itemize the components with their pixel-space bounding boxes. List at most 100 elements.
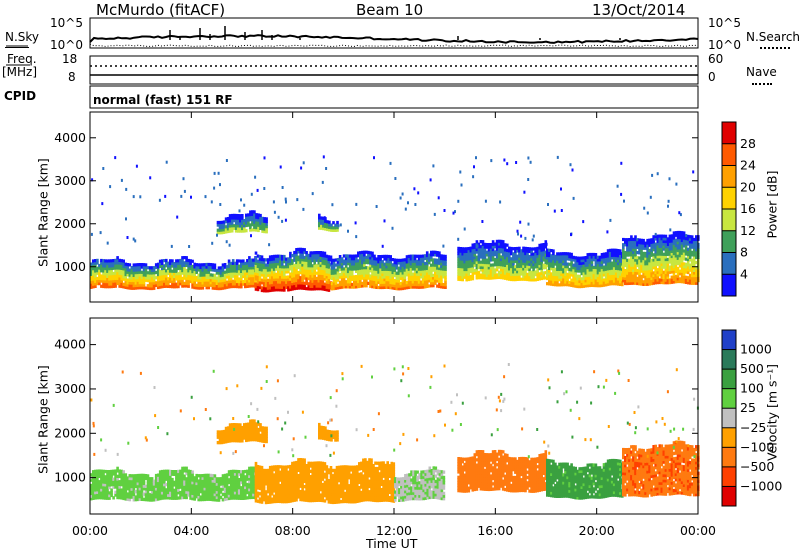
data-cell bbox=[256, 486, 260, 490]
data-cell bbox=[526, 254, 529, 258]
data-cell bbox=[630, 263, 633, 267]
data-cell bbox=[334, 284, 338, 288]
data-cell bbox=[120, 284, 123, 289]
data-cell bbox=[189, 472, 192, 476]
data-cell bbox=[124, 283, 128, 287]
data-cell bbox=[163, 485, 166, 489]
data-cell bbox=[479, 273, 483, 277]
data-cell bbox=[284, 218, 287, 222]
data-cell bbox=[237, 472, 241, 476]
data-cell bbox=[590, 252, 594, 257]
data-cell bbox=[564, 262, 567, 266]
data-cell bbox=[94, 271, 97, 276]
data-cell bbox=[395, 258, 399, 262]
data-cell bbox=[371, 254, 374, 258]
data-cell bbox=[598, 258, 602, 262]
data-cell bbox=[678, 233, 682, 237]
data-cell bbox=[104, 469, 107, 474]
data-cell bbox=[94, 483, 97, 487]
data-cell bbox=[546, 261, 549, 265]
data-cell bbox=[217, 276, 221, 280]
data-cell bbox=[167, 271, 170, 276]
data-cell bbox=[173, 272, 176, 276]
data-cell bbox=[434, 273, 437, 278]
data-cell bbox=[674, 246, 678, 250]
data-cell bbox=[248, 281, 251, 286]
data-cell bbox=[246, 472, 249, 476]
data-cell bbox=[156, 489, 160, 493]
data-cell bbox=[361, 271, 364, 275]
data-cell bbox=[391, 270, 395, 275]
data-cell bbox=[614, 261, 618, 265]
data-cell bbox=[215, 268, 219, 273]
data-cell bbox=[548, 256, 551, 260]
data-cell bbox=[252, 490, 255, 494]
data-cell bbox=[662, 257, 666, 261]
data-cell bbox=[570, 258, 573, 262]
data-cell bbox=[506, 243, 509, 247]
data-cell bbox=[518, 269, 521, 274]
data-cell bbox=[546, 251, 549, 255]
data-cell bbox=[646, 275, 649, 279]
data-cell bbox=[235, 285, 239, 289]
data-cell bbox=[293, 271, 296, 275]
data-cell bbox=[98, 493, 101, 497]
data-cell bbox=[231, 491, 235, 495]
data-cell bbox=[106, 269, 109, 273]
data-cell bbox=[695, 271, 698, 275]
data-cell bbox=[668, 237, 672, 241]
data-cell bbox=[125, 187, 128, 191]
data-cell bbox=[403, 271, 407, 275]
data-cell bbox=[685, 234, 688, 238]
data-cell bbox=[477, 263, 481, 267]
data-cell bbox=[183, 276, 186, 280]
data-cell bbox=[181, 258, 184, 262]
data-cell bbox=[281, 270, 284, 274]
data-cell bbox=[120, 493, 123, 497]
data-cell bbox=[348, 275, 352, 279]
data-cell bbox=[124, 278, 128, 282]
data-cell bbox=[652, 245, 655, 249]
data-cell bbox=[381, 280, 384, 284]
data-cell bbox=[116, 490, 119, 494]
data-cell bbox=[491, 273, 495, 277]
data-cell bbox=[136, 286, 140, 290]
y-tick-label: 4000 bbox=[54, 130, 86, 145]
data-cell bbox=[240, 267, 243, 271]
data-cell bbox=[421, 275, 425, 279]
data-cell bbox=[644, 282, 647, 286]
data-cell bbox=[325, 272, 329, 276]
data-cell bbox=[393, 281, 397, 285]
data-cell bbox=[582, 269, 586, 273]
data-cell bbox=[457, 277, 460, 281]
data-cell bbox=[695, 245, 698, 249]
data-cell bbox=[241, 221, 244, 225]
data-cell bbox=[423, 285, 427, 289]
data-cell bbox=[475, 276, 479, 280]
data-cell bbox=[675, 182, 678, 186]
data-cell bbox=[357, 264, 360, 268]
data-cell bbox=[520, 269, 523, 273]
data-cell bbox=[359, 279, 362, 283]
data-cell bbox=[309, 253, 312, 258]
data-cell bbox=[552, 257, 555, 261]
data-cell bbox=[395, 281, 399, 286]
data-cell bbox=[106, 274, 109, 278]
data-cell bbox=[411, 262, 415, 266]
data-cell bbox=[630, 253, 633, 257]
data-cell bbox=[225, 478, 229, 482]
data-cell bbox=[191, 267, 194, 271]
data-cell bbox=[346, 254, 350, 258]
data-cell bbox=[102, 167, 105, 170]
data-cell bbox=[130, 487, 134, 491]
data-cell bbox=[632, 253, 635, 257]
data-cell bbox=[169, 261, 172, 265]
data-cell bbox=[540, 269, 543, 273]
data-cell bbox=[307, 271, 310, 275]
data-cell bbox=[323, 267, 327, 271]
data-cell bbox=[231, 496, 235, 500]
data-cell bbox=[487, 255, 491, 260]
data-cell bbox=[160, 488, 164, 492]
data-cell bbox=[256, 275, 260, 279]
data-cell bbox=[409, 280, 413, 284]
